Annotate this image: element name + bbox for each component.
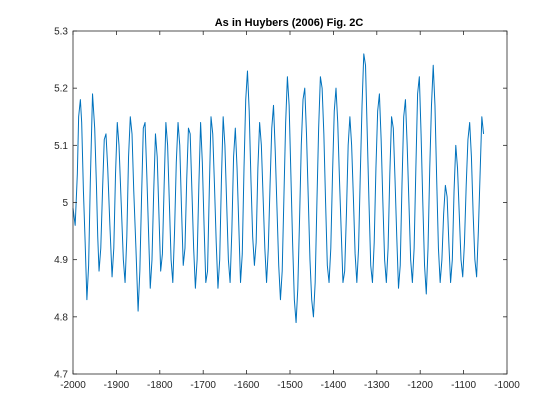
- x-tick-label: -2000: [60, 380, 86, 391]
- x-tick-label: -1900: [104, 380, 130, 391]
- x-tick-label: -1300: [364, 380, 390, 391]
- x-tick-label: -1500: [277, 380, 303, 391]
- x-axis: -2000 -1900 -1800 -1700 -1600 -1500 -1400 -1300…: [60, 31, 520, 391]
- x-tick-label: -1600: [234, 380, 260, 391]
- y-tick-label: 4.8: [54, 312, 68, 323]
- x-tick-label: -1400: [321, 380, 347, 391]
- chart-title: As in Huybers (2006) Fig. 2C: [215, 17, 364, 29]
- x-tick-label: -1800: [147, 380, 173, 391]
- plot-area: [73, 31, 507, 374]
- x-tick-label: -1100: [451, 380, 476, 391]
- x-tick-label: -1200: [407, 380, 433, 391]
- y-tick-label: 4.9: [54, 255, 68, 266]
- y-tick-label: 5: [62, 198, 68, 209]
- y-tick-label: 4.7: [54, 370, 68, 381]
- y-tick-label: 5.3: [54, 27, 68, 38]
- y-tick-label: 5.2: [54, 84, 68, 95]
- series-layer: [72, 53, 485, 324]
- x-tick-label: -1700: [190, 380, 216, 391]
- y-axis: 4.7 4.8 4.9 5 5.1 5.2 5.3: [54, 27, 507, 381]
- y-tick-label: 5.1: [54, 141, 68, 152]
- x-tick-label: -1000: [494, 380, 520, 391]
- series-line: [72, 53, 485, 324]
